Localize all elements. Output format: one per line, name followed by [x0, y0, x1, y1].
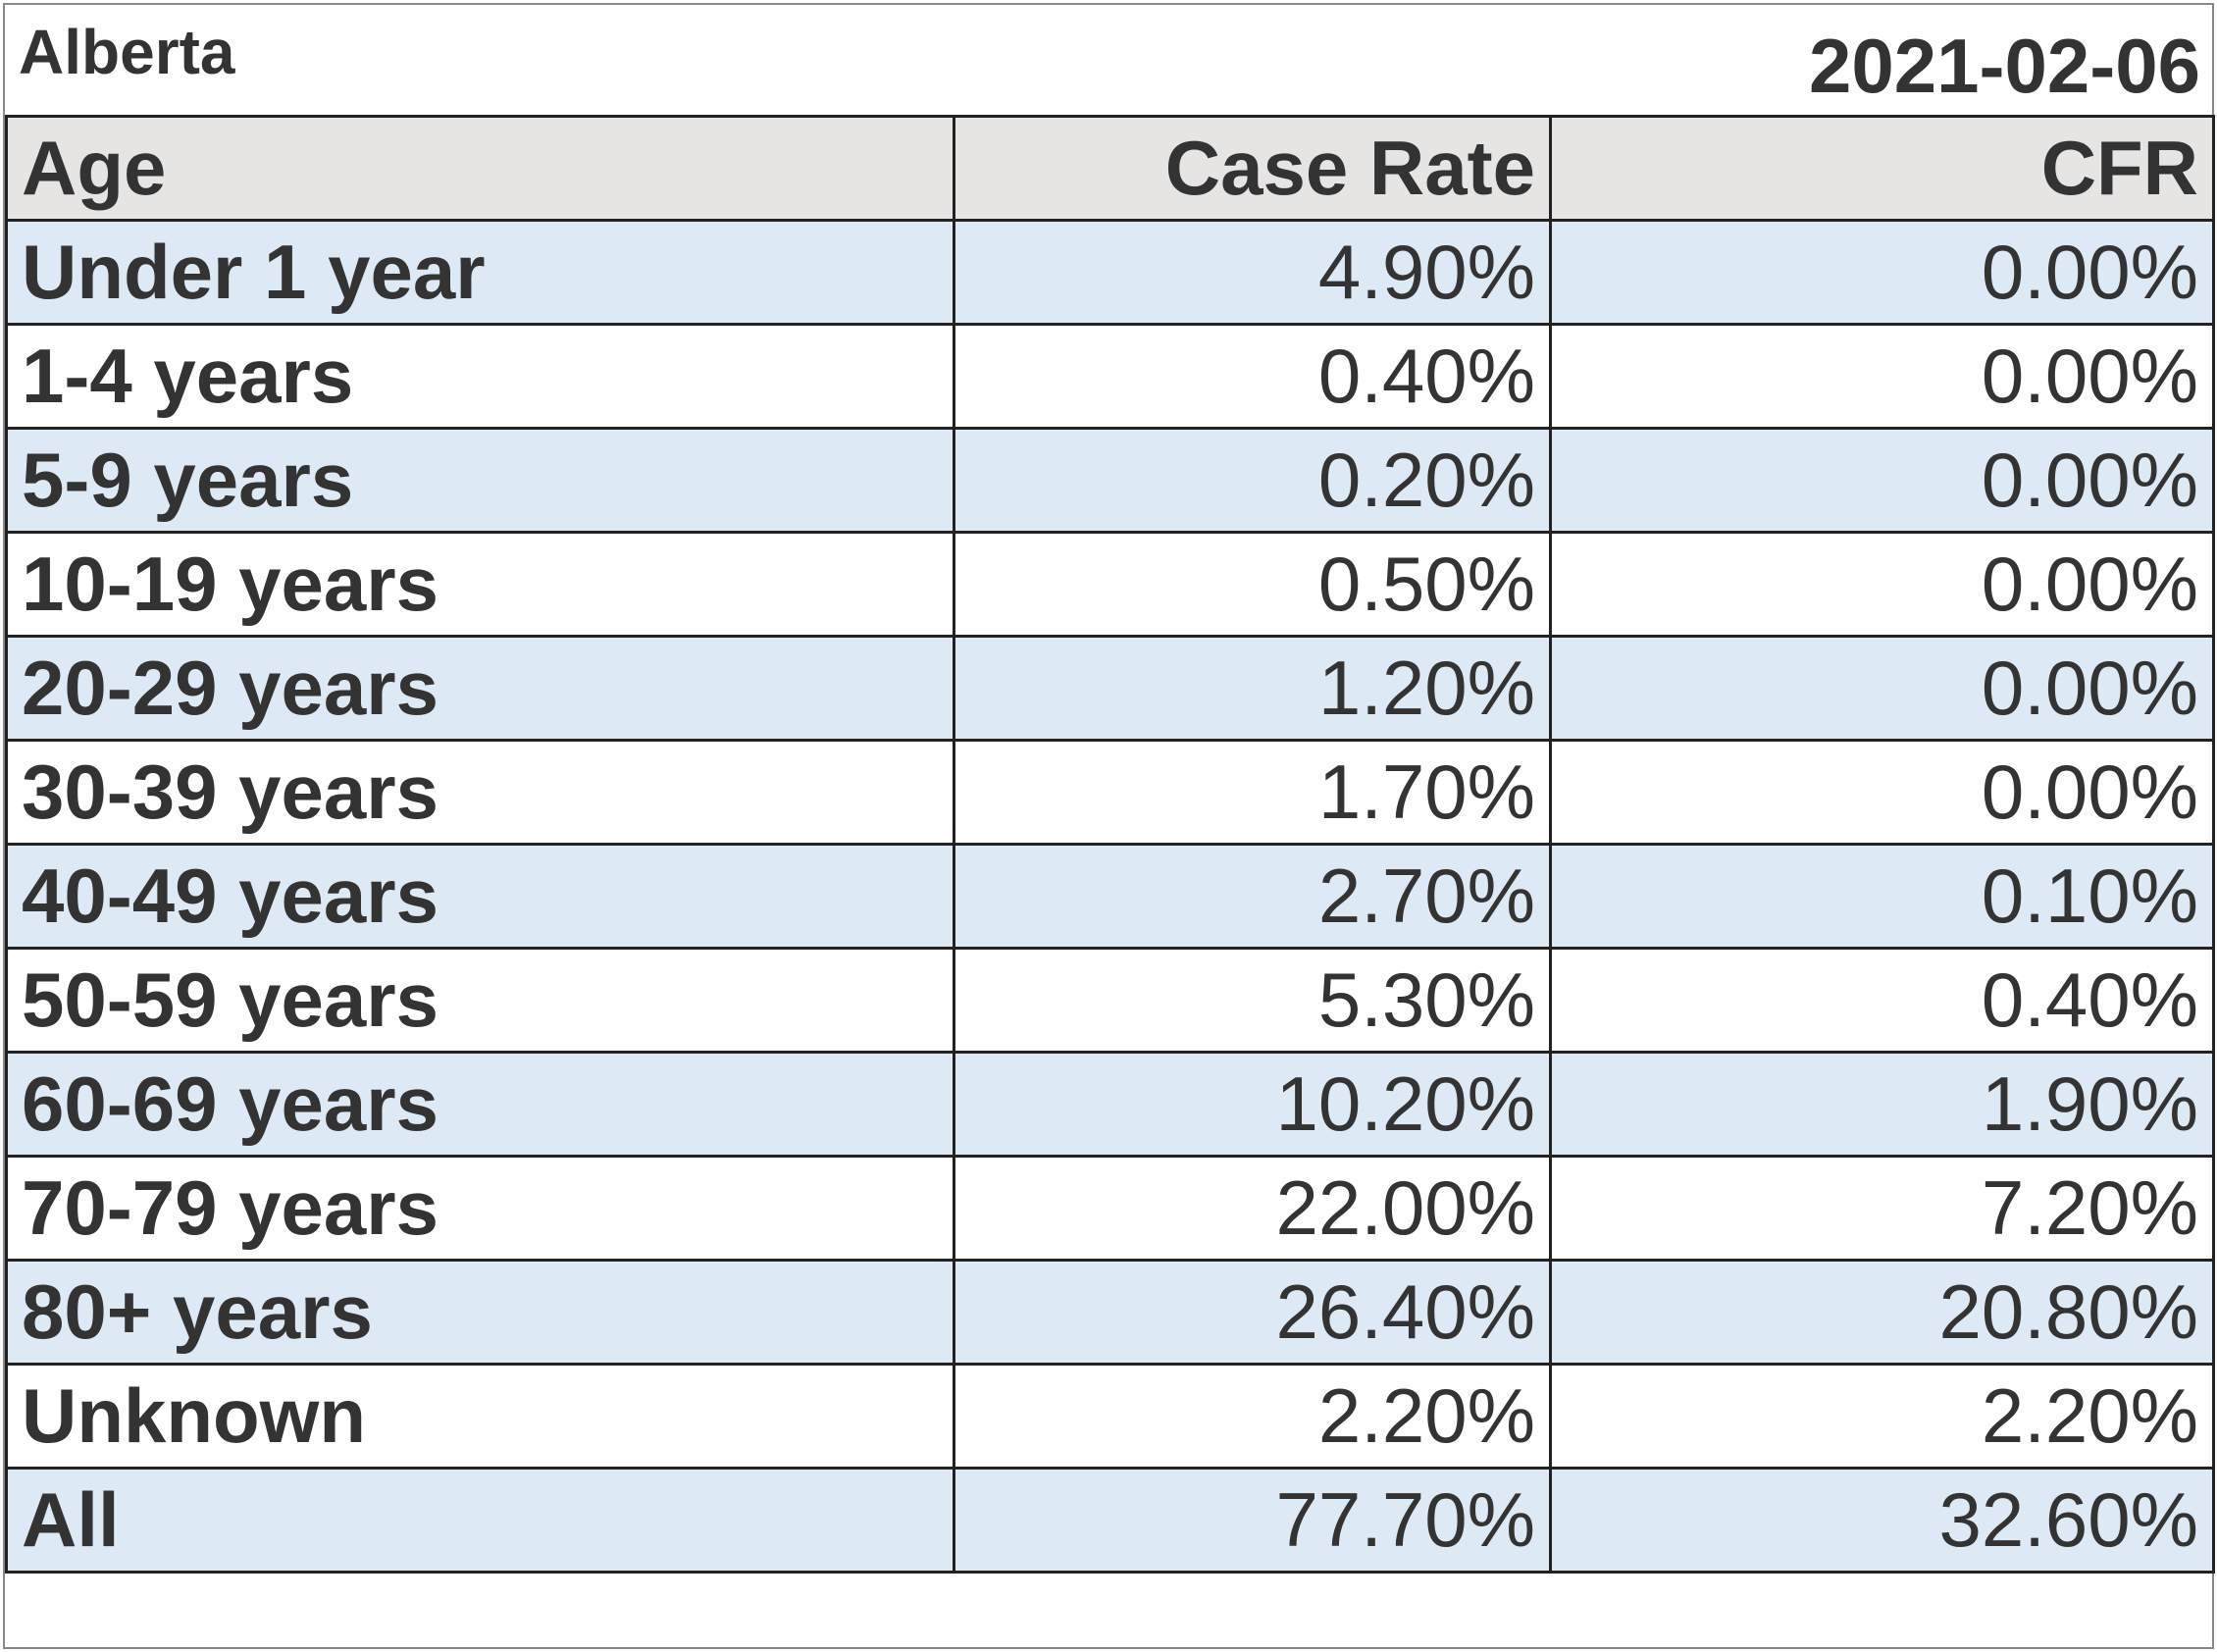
age-cell: 40-49 years — [5, 843, 955, 950]
cfr-cell: 0.00% — [1549, 531, 2215, 638]
header-row: Age Case Rate CFR — [5, 115, 2215, 222]
cfr-cell: 20.80% — [1549, 1259, 2215, 1366]
column-header-age: Age — [5, 115, 955, 222]
case-rate-cell: 0.20% — [953, 427, 1552, 534]
case-rate-cell: 0.50% — [953, 531, 1552, 638]
case-rate-cell: 77.70% — [953, 1467, 1552, 1574]
case-rate-cell: 4.90% — [953, 219, 1552, 326]
case-rate-cell: 10.20% — [953, 1051, 1552, 1158]
table-row: 30-39 years 1.70% 0.00% — [5, 739, 2215, 846]
age-cell: 50-59 years — [5, 947, 955, 1054]
case-rate-cell: 22.00% — [953, 1155, 1552, 1262]
age-stats-table: Age Case Rate CFR Under 1 year 4.90% 0.0… — [5, 115, 2215, 1574]
cfr-cell: 0.00% — [1549, 739, 2215, 846]
age-cell: 10-19 years — [5, 531, 955, 638]
case-rate-cell: 2.70% — [953, 843, 1552, 950]
case-rate-cell: 5.30% — [953, 947, 1552, 1054]
cfr-cell: 1.90% — [1549, 1051, 2215, 1158]
case-rate-cell: 1.70% — [953, 739, 1552, 846]
table-row: 10-19 years 0.50% 0.00% — [5, 531, 2215, 638]
cfr-cell: 0.00% — [1549, 635, 2215, 742]
case-rate-cell: 0.40% — [953, 323, 1552, 430]
cfr-cell: 2.20% — [1549, 1363, 2215, 1470]
age-cell: 5-9 years — [5, 427, 955, 534]
age-cell: 60-69 years — [5, 1051, 955, 1158]
cfr-cell: 0.00% — [1549, 323, 2215, 430]
table-row: 40-49 years 2.70% 0.10% — [5, 843, 2215, 950]
cfr-cell: 0.00% — [1549, 427, 2215, 534]
table-row: Unknown 2.20% 2.20% — [5, 1363, 2215, 1470]
cfr-cell: 0.10% — [1549, 843, 2215, 950]
table-row: 60-69 years 10.20% 1.90% — [5, 1051, 2215, 1158]
age-cell: Under 1 year — [5, 219, 955, 326]
table-row: 50-59 years 5.30% 0.40% — [5, 947, 2215, 1054]
region-title: Alberta — [19, 17, 235, 87]
cfr-cell: 0.00% — [1549, 219, 2215, 326]
age-cell: 20-29 years — [5, 635, 955, 742]
age-cell: 1-4 years — [5, 323, 955, 430]
table-row: 70-79 years 22.00% 7.20% — [5, 1155, 2215, 1262]
title-bar: Alberta 2021-02-06 — [5, 5, 2212, 115]
table-row: 80+ years 26.40% 20.80% — [5, 1259, 2215, 1366]
table-row: Under 1 year 4.90% 0.00% — [5, 219, 2215, 326]
age-cell: 80+ years — [5, 1259, 955, 1366]
cfr-cell: 7.20% — [1549, 1155, 2215, 1262]
age-cell: 70-79 years — [5, 1155, 955, 1262]
age-cell: Unknown — [5, 1363, 955, 1470]
table-row-total: All 77.70% 32.60% — [5, 1467, 2215, 1574]
cfr-cell: 0.40% — [1549, 947, 2215, 1054]
table-row: 1-4 years 0.40% 0.00% — [5, 323, 2215, 430]
case-rate-cell: 2.20% — [953, 1363, 1552, 1470]
date-label: 2021-02-06 — [1809, 23, 2200, 109]
cfr-cell: 32.60% — [1549, 1467, 2215, 1574]
column-header-case-rate: Case Rate — [953, 115, 1552, 222]
table-row: 5-9 years 0.20% 0.00% — [5, 427, 2215, 534]
case-rate-cell: 26.40% — [953, 1259, 1552, 1366]
table-frame: Alberta 2021-02-06 Age Case Rate CFR Und… — [3, 3, 2215, 1649]
age-cell: 30-39 years — [5, 739, 955, 846]
column-header-cfr: CFR — [1549, 115, 2215, 222]
case-rate-cell: 1.20% — [953, 635, 1552, 742]
table-row: 20-29 years 1.20% 0.00% — [5, 635, 2215, 742]
age-cell: All — [5, 1467, 955, 1574]
